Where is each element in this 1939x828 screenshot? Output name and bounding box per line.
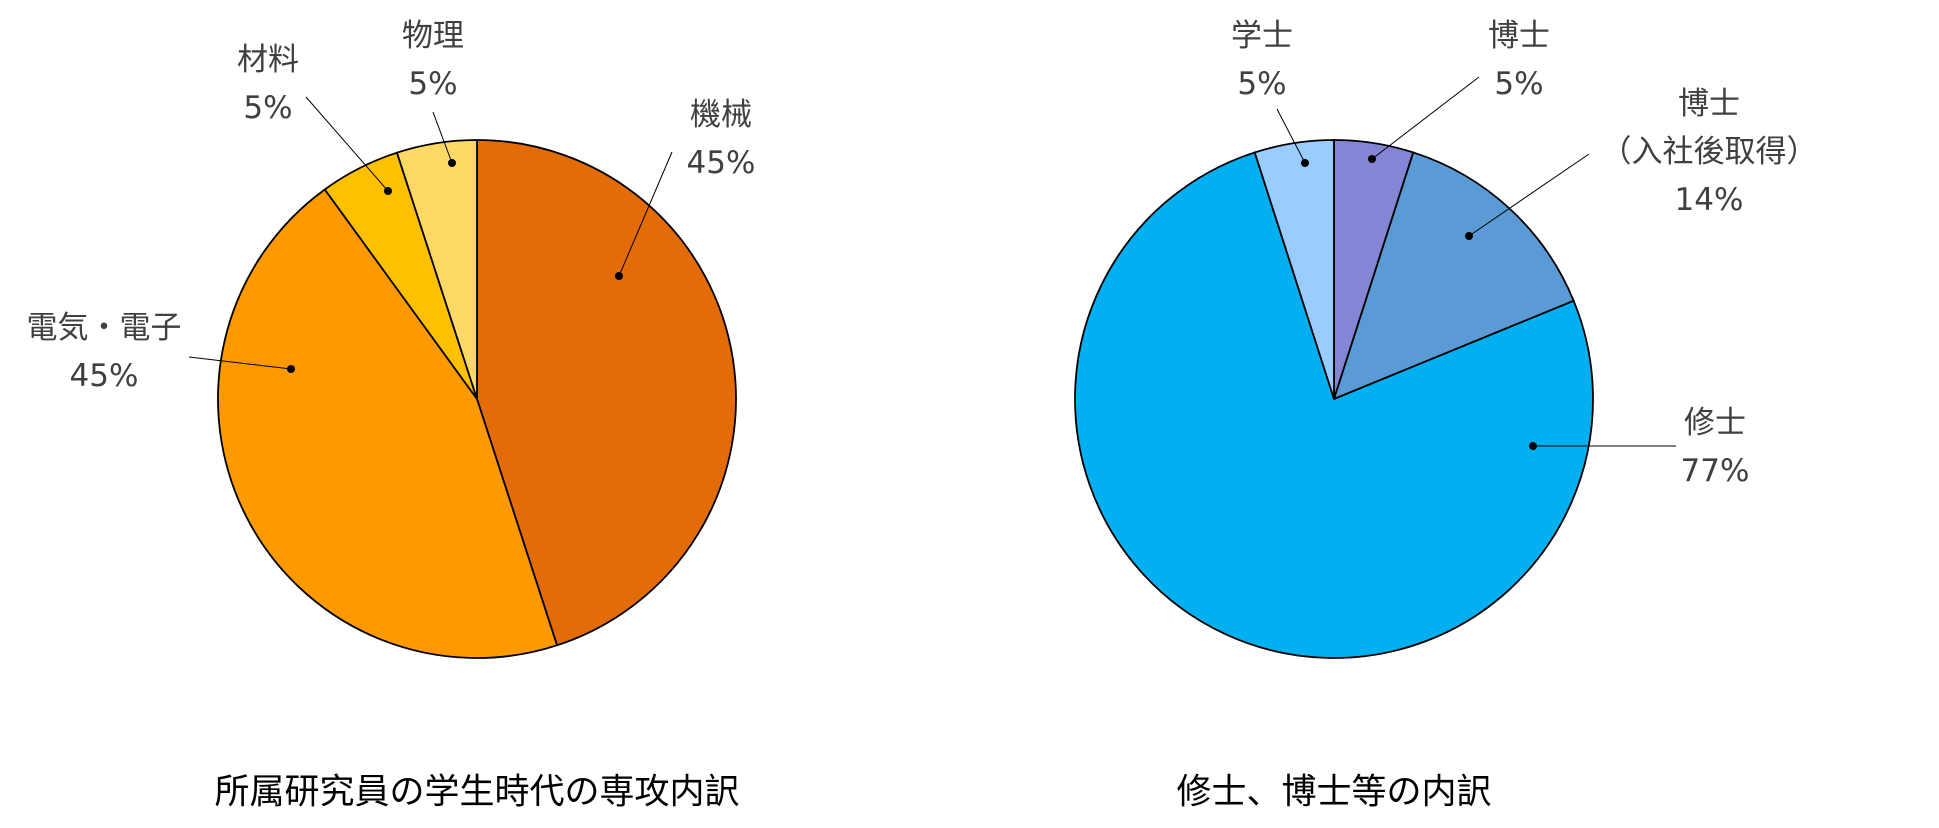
data-label: 電気・電子 45% bbox=[27, 304, 182, 400]
data-label: 材料 5% bbox=[237, 36, 299, 132]
data-label: 博士 （入社後取得） 14% bbox=[1601, 80, 1818, 224]
pie-slice bbox=[217, 188, 559, 659]
pie-slice bbox=[1332, 151, 1575, 401]
category-label: 材料 bbox=[237, 42, 299, 78]
data-label: 機械 45% bbox=[687, 91, 756, 187]
pie-slice bbox=[1253, 139, 1335, 400]
value-label: 45% bbox=[686, 145, 756, 181]
data-label: 博士 5% bbox=[1488, 12, 1550, 108]
leader-dot bbox=[448, 159, 456, 167]
category-label: 博士 bbox=[1488, 18, 1550, 54]
category-label: 修士 bbox=[1684, 405, 1746, 441]
pie-slice bbox=[1074, 151, 1594, 659]
value-label: 77% bbox=[1680, 453, 1750, 489]
leader-dot bbox=[1529, 442, 1537, 450]
leader-dot bbox=[384, 187, 392, 195]
value-label: 5% bbox=[1494, 66, 1544, 102]
data-label: 学士 5% bbox=[1231, 12, 1293, 108]
value-label: 5% bbox=[1237, 66, 1287, 102]
value-label: 5% bbox=[243, 90, 293, 126]
category-label: 博士 （入社後取得） bbox=[1600, 86, 1818, 170]
pie-slice bbox=[395, 139, 478, 400]
chart-title: 修士、博士等の内訳 bbox=[1176, 772, 1492, 813]
leader-dot bbox=[615, 272, 623, 280]
leader-dot bbox=[287, 365, 295, 373]
value-label: 45% bbox=[69, 358, 139, 394]
pie-slice bbox=[476, 139, 737, 647]
leader-dot bbox=[1465, 232, 1473, 240]
leader-line bbox=[1276, 108, 1306, 164]
data-label: 修士 77% bbox=[1681, 399, 1750, 495]
value-label: 5% bbox=[408, 66, 458, 102]
leader-line bbox=[1468, 153, 1590, 237]
category-label: 物理 bbox=[402, 18, 464, 54]
leader-dot bbox=[1301, 159, 1309, 167]
data-label: 物理 5% bbox=[402, 12, 464, 108]
category-label: 機械 bbox=[690, 97, 752, 133]
category-label: 学士 bbox=[1231, 18, 1293, 54]
chart-title: 所属研究員の学生時代の専攻内訳 bbox=[214, 772, 740, 813]
category-label: 電気・電子 bbox=[26, 310, 182, 346]
leader-line bbox=[1371, 76, 1480, 160]
leader-line bbox=[618, 151, 673, 277]
leader-line bbox=[188, 356, 292, 370]
leader-line bbox=[305, 96, 389, 192]
leader-line bbox=[432, 111, 453, 164]
leader-dot bbox=[1368, 155, 1376, 163]
value-label: 14% bbox=[1674, 182, 1744, 218]
